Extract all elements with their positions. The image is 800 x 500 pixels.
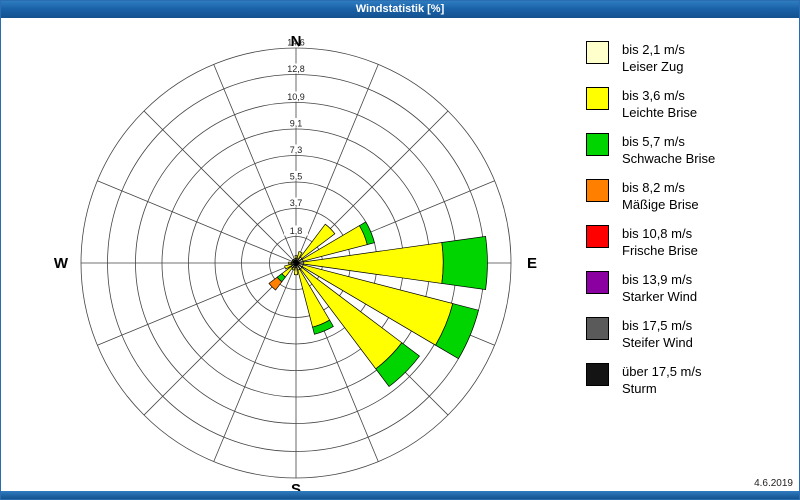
grid-spoke (143, 110, 297, 264)
grid-spoke (213, 64, 297, 264)
legend-swatch (586, 87, 609, 110)
tick-label-bg (284, 144, 308, 155)
legend-text: bis 3,6 m/s Leichte Brise (622, 87, 697, 121)
legend-swatch (586, 179, 609, 202)
wind-petal-SSE-2 (312, 319, 334, 335)
grid-spoke (143, 262, 297, 416)
ring-tick-label: 12,8 (287, 64, 305, 74)
legend-speed-label: bis 2,1 m/s (622, 42, 685, 57)
tick-label-bg (284, 63, 308, 74)
tick-label-bg (284, 225, 308, 236)
legend-item: bis 5,7 m/s Schwache Brise (586, 133, 786, 179)
legend-text: über 17,5 m/s Sturm (622, 363, 702, 397)
wind-petal-NNE-1 (296, 251, 303, 260)
legend-speed-label: bis 5,7 m/s (622, 134, 685, 149)
legend: bis 2,1 m/s Leiser Zug bis 3,6 m/s Leich… (586, 41, 786, 409)
legend-item: bis 10,8 m/s Frische Brise (586, 225, 786, 271)
wind-petal-ESE-2 (435, 303, 479, 360)
wind-petal-NE-1 (299, 223, 336, 260)
wind-petal-SW-3 (268, 276, 283, 291)
compass-label-n: N (291, 33, 302, 50)
legend-name-label: Steifer Wind (622, 335, 693, 350)
legend-name-label: Schwache Brise (622, 151, 716, 166)
tick-label-bg (284, 117, 308, 128)
wind-petal-W-1 (288, 261, 293, 265)
legend-speed-label: bis 10,8 m/s (622, 226, 693, 241)
wind-petal-NNW-1 (293, 258, 296, 261)
grid-spoke (97, 180, 297, 264)
date-label: 4.6.2019 (754, 478, 793, 489)
legend-text: bis 17,5 m/s Steifer Wind (622, 317, 693, 351)
legend-speed-label: über 17,5 m/s (622, 364, 702, 379)
title-bar: Windstatistik [%] (1, 1, 799, 18)
wind-petal-SSW-1 (291, 266, 296, 271)
legend-item: über 17,5 m/s Sturm (586, 363, 786, 409)
compass-label-w: W (54, 255, 69, 272)
legend-swatch (586, 271, 609, 294)
wind-petal-NW-1 (291, 258, 295, 262)
ring-tick-label: 9,1 (290, 118, 303, 128)
tick-label-bg (284, 171, 308, 182)
legend-text: bis 8,2 m/s Mäßige Brise (622, 179, 699, 213)
wind-petal-ENE-2 (358, 221, 375, 245)
ring-tick-label: 1,8 (290, 226, 303, 236)
legend-name-label: Starker Wind (622, 289, 698, 304)
grid-spoke (213, 262, 297, 462)
wind-petal-E-2 (441, 235, 488, 291)
legend-name-label: Leichte Brise (622, 105, 698, 120)
wind-petals (268, 221, 488, 387)
legend-item: bis 3,6 m/s Leichte Brise (586, 87, 786, 133)
wind-petal-S-1 (293, 266, 299, 276)
ring-tick-label: 5,5 (290, 172, 303, 182)
legend-text: bis 5,7 m/s Schwache Brise (622, 133, 715, 167)
legend-swatch (586, 41, 609, 64)
legend-item: bis 2,1 m/s Leiser Zug (586, 41, 786, 87)
compass-label-e: E (527, 255, 537, 272)
ring-tick-label: 3,7 (290, 198, 303, 208)
ring-tick-label: 14,6 (287, 38, 305, 48)
grid-spoke (295, 64, 379, 264)
legend-text: bis 10,8 m/s Frische Brise (622, 225, 698, 259)
bottom-bar (1, 491, 799, 499)
wind-petal-WNW-1 (291, 260, 294, 263)
compass-label-s: S (291, 481, 301, 496)
legend-swatch (586, 133, 609, 156)
ring-tick-label: 7,3 (290, 145, 303, 155)
legend-speed-label: bis 13,9 m/s (622, 272, 693, 287)
legend-name-label: Frische Brise (622, 243, 698, 258)
legend-name-label: Leiser Zug (622, 59, 684, 74)
tick-label-bg (284, 91, 308, 102)
ring-tick-labels: 1,8 3,7 5,5 7,3 9,1 10,9 12,8 14,6 (284, 37, 308, 236)
legend-item: bis 13,9 m/s Starker Wind (586, 271, 786, 317)
wind-petal-SE-2 (375, 342, 420, 387)
legend-swatch (586, 363, 609, 386)
tick-label-bg (284, 37, 308, 47)
wind-petal-WSW-1 (284, 263, 293, 270)
legend-text: bis 2,1 m/s Leiser Zug (622, 41, 685, 75)
legend-item: bis 17,5 m/s Steifer Wind (586, 317, 786, 363)
ring-tick-label: 10,9 (287, 92, 305, 102)
tick-label-bg (284, 197, 308, 208)
compass-labels: N E S W (54, 33, 537, 496)
wind-rose-chart: 1,8 3,7 5,5 7,3 9,1 10,9 12,8 14,6N E S W (54, 33, 537, 496)
legend-name-label: Sturm (622, 381, 657, 396)
legend-text: bis 13,9 m/s Starker Wind (622, 271, 697, 305)
wind-petal-N-1 (294, 255, 298, 260)
legend-item: bis 8,2 m/s Mäßige Brise (586, 179, 786, 225)
legend-name-label: Mäßige Brise (622, 197, 699, 212)
window-title: Windstatistik [%] (355, 3, 445, 15)
legend-swatch (586, 225, 609, 248)
legend-speed-label: bis 17,5 m/s (622, 318, 693, 333)
legend-speed-label: bis 8,2 m/s (622, 180, 685, 195)
legend-speed-label: bis 3,6 m/s (622, 88, 685, 103)
legend-swatch (586, 317, 609, 340)
grid-spoke (97, 262, 297, 346)
